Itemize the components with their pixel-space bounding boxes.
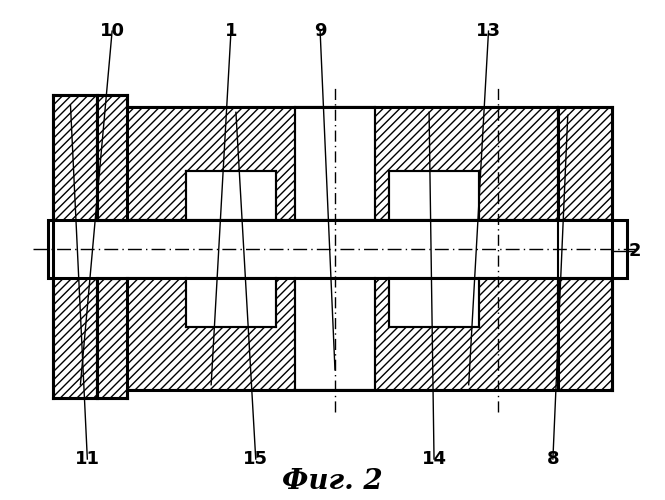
Bar [390, 171, 479, 220]
Text: Фиг. 2: Фиг. 2 [282, 468, 382, 495]
Bar [390, 278, 479, 328]
Bar [295, 278, 374, 390]
Text: 13: 13 [476, 22, 501, 40]
Bar [127, 278, 558, 390]
Text: 14: 14 [422, 450, 446, 468]
Bar [558, 108, 612, 220]
Bar [295, 108, 374, 220]
Text: 9: 9 [314, 22, 327, 40]
Text: 8: 8 [547, 450, 559, 468]
Bar [97, 278, 127, 398]
Bar [48, 220, 627, 278]
Bar [186, 278, 275, 328]
Text: 1: 1 [225, 22, 237, 40]
Bar [127, 108, 558, 220]
Text: 11: 11 [75, 450, 100, 468]
Text: 15: 15 [243, 450, 268, 468]
Bar [97, 96, 127, 220]
Text: 2: 2 [629, 242, 641, 260]
Bar [558, 220, 612, 278]
Bar [53, 96, 97, 398]
Text: 10: 10 [100, 22, 124, 40]
Bar [186, 171, 275, 220]
Bar [558, 278, 612, 390]
